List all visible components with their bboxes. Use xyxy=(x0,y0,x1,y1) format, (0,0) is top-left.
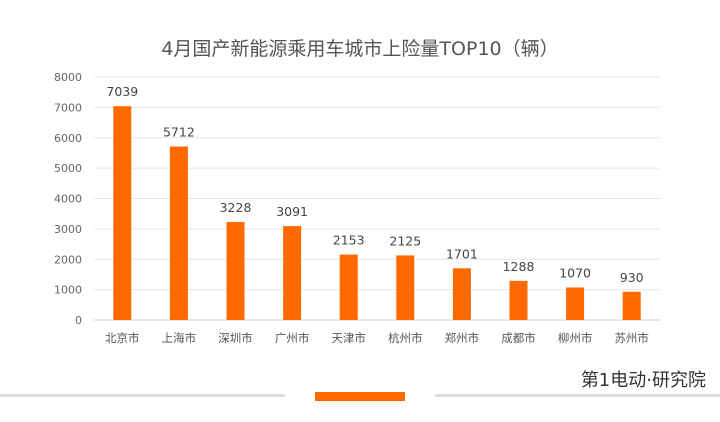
data-label: 3091 xyxy=(276,204,308,219)
bar xyxy=(169,146,188,320)
data-label: 2153 xyxy=(333,233,365,248)
x-tick-label: 郑州市 xyxy=(445,331,480,345)
data-label: 1701 xyxy=(446,246,478,261)
data-label: 5712 xyxy=(163,124,195,139)
data-label: 7039 xyxy=(106,84,138,99)
footer-divider-right xyxy=(435,394,720,397)
x-tick-label: 深圳市 xyxy=(218,331,253,345)
x-tick-label: 苏州市 xyxy=(614,331,649,345)
bar xyxy=(566,287,585,320)
x-tick-label: 天津市 xyxy=(331,331,366,345)
y-tick-label: 7000 xyxy=(54,101,82,114)
data-label: 3228 xyxy=(220,200,252,215)
y-tick-label: 5000 xyxy=(54,162,82,175)
bar xyxy=(226,221,245,320)
data-label: 1070 xyxy=(559,265,591,280)
y-tick-label: 2000 xyxy=(54,253,82,266)
y-tick-label: 8000 xyxy=(54,71,82,84)
bar xyxy=(396,255,415,320)
chart-title: 4月国产新能源乘用车城市上险量TOP10（辆） xyxy=(161,38,559,60)
x-tick-label: 成都市 xyxy=(501,331,536,345)
data-label: 2125 xyxy=(389,233,421,248)
logo: 第1电动·研究院 xyxy=(580,370,706,391)
bar xyxy=(113,106,132,321)
bar xyxy=(509,280,528,320)
bar xyxy=(339,254,358,320)
data-label: 1288 xyxy=(503,259,535,274)
x-tick-label: 杭州市 xyxy=(388,331,423,345)
bar xyxy=(283,226,302,320)
y-tick-label: 0 xyxy=(75,314,82,327)
y-tick-label: 3000 xyxy=(54,223,82,236)
x-tick-label: 上海市 xyxy=(162,331,197,345)
y-tick-label: 6000 xyxy=(54,132,82,145)
x-tick-label: 广州市 xyxy=(275,331,310,345)
x-tick-label: 北京市 xyxy=(105,331,140,345)
y-tick-label: 4000 xyxy=(54,193,82,206)
x-tick-label: 柳州市 xyxy=(558,331,593,345)
bar xyxy=(452,268,471,320)
data-label: 930 xyxy=(620,270,644,285)
footer-accent-bar xyxy=(315,392,405,401)
y-tick-label: 1000 xyxy=(54,284,82,297)
bar xyxy=(622,291,641,320)
footer-divider-left xyxy=(0,394,285,397)
